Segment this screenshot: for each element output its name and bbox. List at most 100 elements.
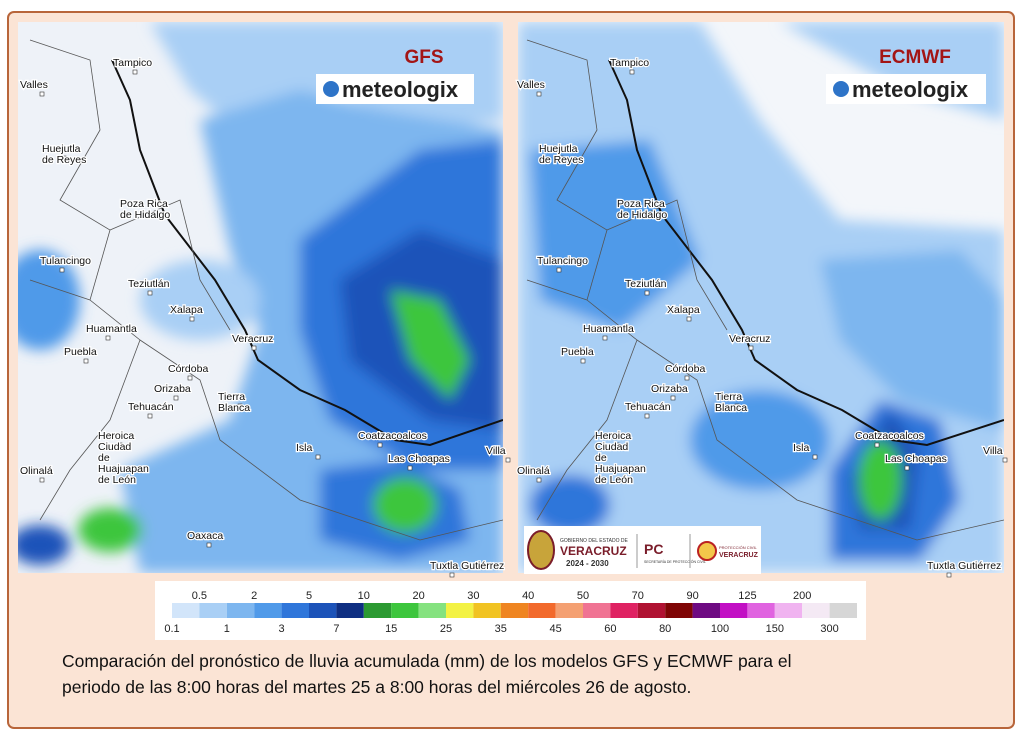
- legend-swatch: [391, 603, 419, 618]
- city-label: Poza Rica: [120, 198, 168, 210]
- city-label: Ciudad: [98, 441, 131, 453]
- city-marker: [237, 403, 243, 409]
- city-label: Tuxtla Gutiérrez: [927, 560, 1001, 572]
- legend-swatch: [610, 603, 638, 618]
- city-marker: [187, 375, 193, 381]
- city-label: Córdoba: [168, 363, 208, 375]
- city-label: Orizaba: [154, 383, 191, 395]
- city-marker: [558, 155, 564, 161]
- legend-label: 30: [467, 590, 479, 602]
- city-marker: [670, 395, 676, 401]
- city-label: Veracruz: [232, 333, 273, 345]
- caption: Comparación del pronóstico de lluvia acu…: [62, 651, 791, 671]
- city-label: Villa: [983, 445, 1003, 457]
- city-marker: [59, 267, 65, 273]
- legend-label: 200: [793, 590, 811, 602]
- city-label: Huejutla: [42, 143, 81, 155]
- city-label: Huejutla: [539, 143, 578, 155]
- city-marker: [904, 465, 910, 471]
- legend-label: 15: [385, 623, 397, 635]
- city-marker: [139, 210, 145, 216]
- city-label: Huajuapan: [98, 463, 149, 475]
- city-marker: [536, 477, 542, 483]
- city-label: Tierra: [218, 391, 245, 403]
- city-label: Huamantla: [86, 323, 137, 335]
- logo-text: GOBIERNO DEL ESTADO DE: [560, 538, 628, 544]
- legend-label: 25: [440, 623, 452, 635]
- city-label: de León: [98, 474, 136, 486]
- city-marker: [189, 316, 195, 322]
- city-label: Tierra: [715, 391, 742, 403]
- legend-label: 150: [766, 623, 784, 635]
- city-marker: [614, 442, 620, 448]
- city-label: Tulancingo: [40, 255, 91, 267]
- city-label: de Hidalgo: [617, 209, 667, 221]
- legend-label: 5: [306, 590, 312, 602]
- legend-label: 0.1: [164, 623, 179, 635]
- legend-label: 70: [632, 590, 644, 602]
- city-marker: [684, 375, 690, 381]
- legend-swatch: [281, 603, 309, 618]
- legend-swatch: [555, 603, 583, 618]
- logo-text: SECRETARÍA DE PROTECCIÓN CIVIL: [644, 559, 706, 564]
- city-label: Teziutlán: [625, 278, 667, 290]
- brand-right: meteologix: [826, 74, 986, 104]
- city-label: Heroica: [595, 430, 631, 442]
- legend-swatch: [583, 603, 611, 618]
- city-label: Puebla: [64, 346, 97, 358]
- city-marker: [644, 290, 650, 296]
- city-marker: [505, 457, 511, 463]
- city-label: Ciudad: [595, 441, 628, 453]
- legend-swatch: [637, 603, 666, 618]
- city-label: Córdoba: [665, 363, 705, 375]
- legend-swatch: [254, 603, 282, 618]
- city-marker: [315, 454, 321, 460]
- legend-swatch: [446, 603, 474, 618]
- model-title: ECMWF: [879, 47, 951, 68]
- city-marker: [946, 572, 952, 578]
- city-marker: [449, 572, 455, 578]
- city-label: Coatzacoalcos: [358, 430, 427, 442]
- legend-swatch: [363, 603, 392, 618]
- logo-text: PC: [644, 541, 663, 557]
- city-label: Veracruz: [729, 333, 770, 345]
- city-marker: [748, 345, 754, 351]
- caption: periodo de las 8:00 horas del martes 25 …: [62, 677, 691, 697]
- legend-swatch: [528, 603, 556, 618]
- legend-label: 125: [738, 590, 756, 602]
- city-label: Blanca: [715, 402, 747, 414]
- city-marker: [602, 335, 608, 341]
- city-label: Xalapa: [170, 304, 203, 316]
- legend-label: 20: [412, 590, 424, 602]
- city-marker: [874, 442, 880, 448]
- legend-swatch: [692, 603, 720, 618]
- city-marker: [556, 267, 562, 273]
- city-label: Isla: [793, 442, 810, 454]
- city-marker: [629, 69, 635, 75]
- city-label: Tehuacán: [128, 401, 174, 413]
- logo-text: VERACRUZ: [719, 552, 759, 559]
- city-label: Teziutlán: [128, 278, 170, 290]
- city-marker: [173, 395, 179, 401]
- city-label: Blanca: [218, 402, 250, 414]
- city-label: de: [98, 452, 110, 464]
- city-label: Villa: [486, 445, 506, 457]
- gfs-map: [18, 22, 503, 573]
- legend-label: 1: [224, 623, 230, 635]
- city-label: Tehuacán: [625, 401, 671, 413]
- city-label: Puebla: [561, 346, 594, 358]
- city-label: de León: [595, 474, 633, 486]
- city-marker: [251, 345, 257, 351]
- city-marker: [132, 69, 138, 75]
- legend-swatch: [172, 603, 200, 618]
- city-marker: [580, 358, 586, 364]
- city-label: Olinalá: [517, 465, 550, 477]
- city-marker: [686, 316, 692, 322]
- legend-swatch: [309, 603, 337, 618]
- city-label: Tampico: [113, 57, 152, 69]
- legend-swatch: [418, 603, 446, 618]
- city-marker: [636, 210, 642, 216]
- logo-text: 2024 - 2030: [566, 559, 609, 568]
- city-label: Valles: [517, 79, 545, 91]
